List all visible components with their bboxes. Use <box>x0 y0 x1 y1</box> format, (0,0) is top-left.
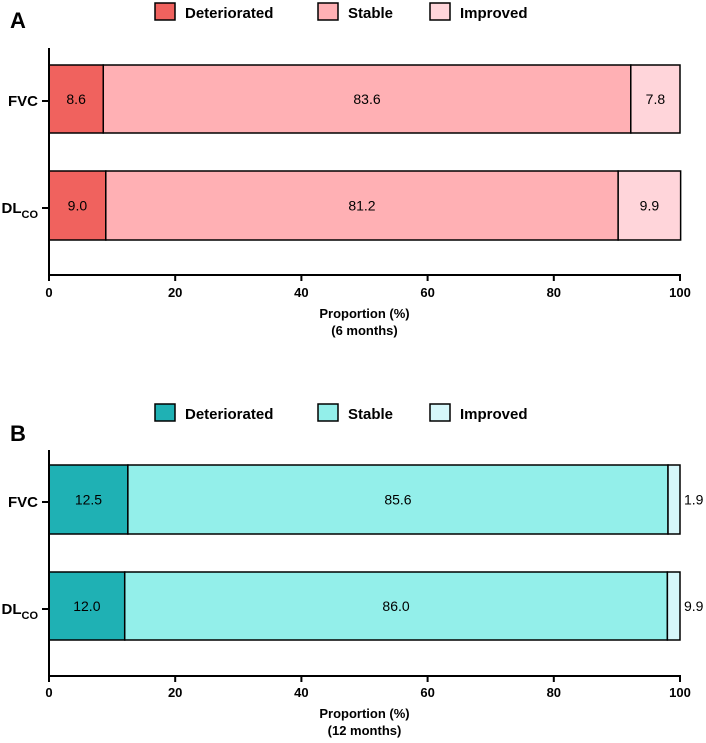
x-axis-title: Proportion (%) <box>319 706 409 721</box>
legend-label-deteriorated: Deteriorated <box>185 406 273 423</box>
data-label: 1.9 <box>684 492 704 508</box>
x-tick-label: 60 <box>420 285 434 300</box>
legend-label-deteriorated: Deteriorated <box>185 5 273 22</box>
bar-segment-improved <box>617 170 682 241</box>
x-axis-subtitle: (6 months) <box>331 323 397 338</box>
panel-letter: B <box>10 421 26 446</box>
category-label-sub: CO <box>22 209 39 221</box>
legend-swatch-deteriorated <box>154 403 176 422</box>
x-tick-label: 20 <box>168 685 182 700</box>
x-tick-label: 40 <box>294 685 308 700</box>
x-tick-label: 100 <box>669 285 691 300</box>
data-label: 81.2 <box>348 198 375 214</box>
x-tick-label: 60 <box>420 685 434 700</box>
legend-swatch-improved <box>429 403 451 422</box>
bar-segment-deteriorated <box>48 464 129 535</box>
category-label-main: FVC <box>8 93 38 110</box>
data-label: 9.9 <box>640 198 660 214</box>
x-axis-subtitle: (12 months) <box>328 723 402 738</box>
bar-segment-stable <box>102 64 632 134</box>
x-axis-title: Proportion (%) <box>319 306 409 321</box>
legend-swatch-improved <box>429 2 451 21</box>
data-label: 7.8 <box>646 91 666 107</box>
panel-letter: A <box>10 8 26 33</box>
category-label-main: DL <box>2 601 22 618</box>
data-label: 12.0 <box>73 598 100 614</box>
bar-segment-stable <box>123 571 669 641</box>
bar-segment-improved <box>630 64 681 134</box>
chart-panel-b: B Deteriorated Stable Improved 12.5 85.6 1.9 FV… <box>2 403 704 738</box>
data-label: 12.5 <box>75 492 102 508</box>
bar-segment-deteriorated <box>48 571 126 641</box>
category-label: DLCO <box>2 601 39 622</box>
chart-panel-a: A Deteriorated Stable Improved 8.6 83.6 7.8 FVC… <box>2 2 691 338</box>
data-label: 9.9 <box>684 598 704 614</box>
category-label-main: DL <box>2 200 22 217</box>
x-tick-label: 100 <box>669 685 691 700</box>
legend-swatch-stable <box>317 403 339 422</box>
legend-label-improved: Improved <box>460 5 528 22</box>
data-label: 86.0 <box>382 598 409 614</box>
category-label-main: FVC <box>8 494 38 511</box>
category-label: FVC <box>8 494 38 511</box>
legend-label-improved: Improved <box>460 406 528 423</box>
bar-segment-improved <box>666 571 681 641</box>
x-tick-label: 40 <box>294 285 308 300</box>
data-label: 9.0 <box>68 198 88 214</box>
x-tick-label: 0 <box>45 685 52 700</box>
category-label-sub: CO <box>22 610 39 622</box>
data-label: 85.6 <box>384 492 411 508</box>
bar-segment-improved <box>667 464 681 535</box>
x-tick-label: 20 <box>168 285 182 300</box>
legend-label-stable: Stable <box>348 406 393 423</box>
x-tick-label: 0 <box>45 285 52 300</box>
category-label: DLCO <box>2 200 39 221</box>
data-label: 8.6 <box>66 91 86 107</box>
x-tick-label: 80 <box>547 285 561 300</box>
legend-swatch-deteriorated <box>154 2 176 21</box>
legend-label-stable: Stable <box>348 5 393 22</box>
legend-swatch-stable <box>317 2 339 21</box>
category-label: FVC <box>8 93 38 110</box>
bar-segment-stable <box>127 464 669 535</box>
x-tick-label: 80 <box>547 685 561 700</box>
data-label: 83.6 <box>353 91 380 107</box>
